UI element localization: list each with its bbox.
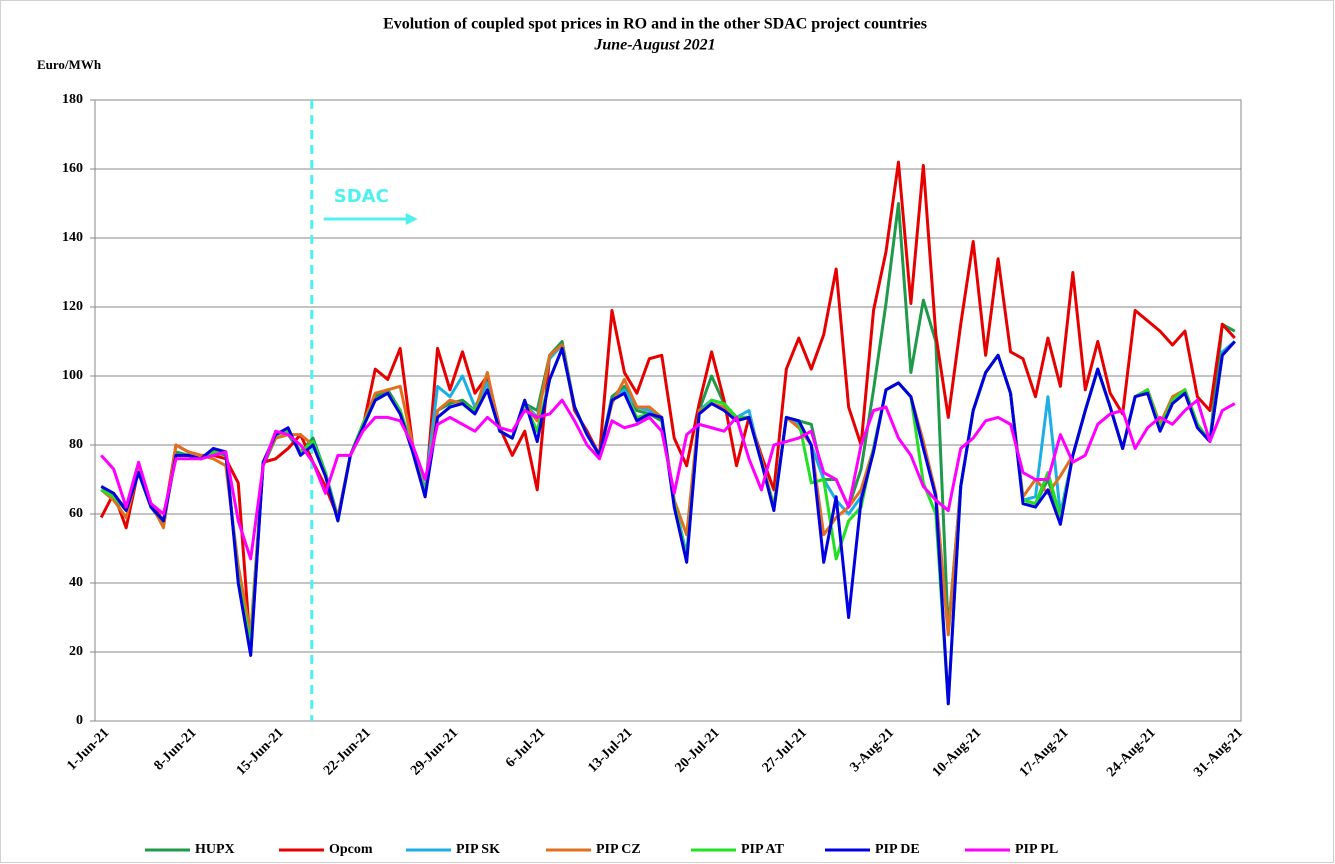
y-tick-label: 140 — [62, 230, 83, 245]
legend-label: HUPX — [195, 842, 235, 857]
y-axis-label: Euro/MWh — [37, 57, 102, 72]
y-tick-label: 80 — [69, 437, 83, 452]
plot-frame — [94, 99, 1242, 722]
legend-label: PIP DE — [875, 842, 920, 857]
y-tick-label: 60 — [69, 506, 83, 521]
y-tick-label: 20 — [69, 644, 83, 659]
series-line — [100, 398, 1236, 561]
y-tick-label: 0 — [76, 713, 83, 728]
legend-label: PIP SK — [456, 842, 500, 857]
legend-label: PIP AT — [741, 842, 785, 857]
y-tick-label: 100 — [62, 368, 83, 383]
y-tick-label: 40 — [69, 575, 83, 590]
series-line — [99, 160, 1236, 654]
y-tick-label: 160 — [62, 161, 83, 176]
sdac-label: SDAC — [334, 186, 389, 207]
chart-title: Evolution of coupled spot prices in RO a… — [383, 16, 927, 33]
legend-label: Opcom — [329, 842, 373, 857]
sdac-arrowhead — [405, 213, 418, 225]
legend-label: PIP CZ — [596, 842, 641, 857]
y-tick-label: 120 — [62, 299, 83, 314]
legend-label: PIP PL — [1015, 842, 1058, 857]
chart-subtitle: June-August 2021 — [593, 37, 715, 54]
y-tick-label: 180 — [62, 92, 83, 107]
